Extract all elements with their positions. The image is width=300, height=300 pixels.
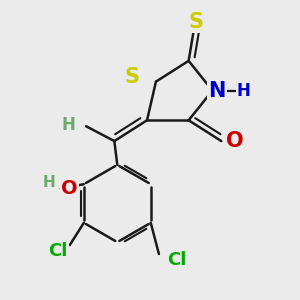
Text: Cl: Cl [167, 251, 186, 269]
Text: S: S [125, 67, 140, 87]
Text: H: H [61, 116, 75, 134]
Text: H: H [237, 82, 250, 100]
Text: H: H [43, 175, 55, 190]
Text: O: O [61, 179, 78, 198]
Text: N: N [208, 81, 226, 100]
Text: O: O [226, 131, 244, 151]
Text: S: S [189, 12, 204, 32]
Text: Cl: Cl [48, 242, 68, 260]
